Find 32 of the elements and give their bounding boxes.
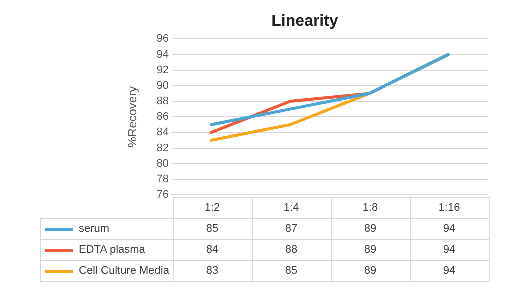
y-tick-label: 78 <box>156 173 169 186</box>
y-tick-label: 94 <box>156 48 169 61</box>
data-label: 85 <box>173 218 252 240</box>
x-tick-label: 1:2 <box>173 198 252 218</box>
data-label: 94 <box>410 218 489 240</box>
x-tick-label: 1:8 <box>331 198 410 218</box>
y-tick-label: 82 <box>156 142 169 154</box>
data-label: 94 <box>410 240 489 260</box>
y-tick-label: 76 <box>156 189 169 202</box>
y-axis-title: %Recovery <box>126 86 140 148</box>
data-label: 84 <box>173 240 252 260</box>
y-tick-label: 80 <box>156 158 169 170</box>
x-tick-label: 1:4 <box>252 198 331 218</box>
data-label: 89 <box>331 240 410 260</box>
legend-label: Cell Culture Media <box>79 265 170 277</box>
data-label: 94 <box>410 260 489 282</box>
data-label: 85 <box>252 260 331 282</box>
x-tick-label: 1:16 <box>410 198 489 218</box>
data-label: 89 <box>331 260 410 282</box>
data-label: 83 <box>173 260 252 282</box>
legend-label: EDTA plasma <box>79 244 146 256</box>
y-tick-label: 84 <box>156 126 169 139</box>
y-tick-label: 90 <box>156 80 169 92</box>
data-label: 87 <box>252 218 331 240</box>
y-tick-label: 86 <box>156 111 169 124</box>
legend-label: serum <box>79 223 110 235</box>
y-tick-label: 88 <box>156 96 169 108</box>
y-tick-label: 92 <box>156 64 169 76</box>
y-tick-label: 96 <box>156 33 169 46</box>
chart-title: Linearity <box>272 13 338 30</box>
data-label: 88 <box>252 240 331 260</box>
data-label: 89 <box>331 218 410 240</box>
